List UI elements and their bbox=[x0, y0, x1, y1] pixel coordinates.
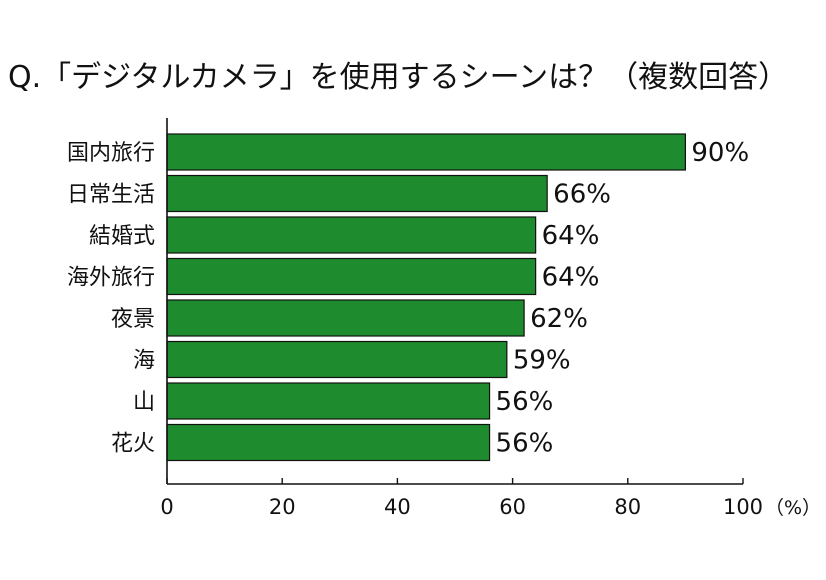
data-label: 62% bbox=[530, 304, 588, 334]
category-label: 海外旅行 bbox=[67, 266, 155, 291]
x-tick-label: 40 bbox=[384, 495, 411, 519]
x-tick-label: 100 bbox=[723, 495, 763, 519]
bar bbox=[166, 340, 508, 379]
labels-layer: 国内旅行 90% 日常生活 66% 結婚式 64% 海外旅行 64% 夜景 62% 海 59% 山 56%… bbox=[67, 138, 821, 519]
bar bbox=[166, 423, 491, 462]
data-label: 64% bbox=[542, 221, 600, 251]
x-tick-label: 80 bbox=[614, 495, 641, 519]
data-label: 64% bbox=[542, 263, 600, 293]
x-tick-label: 0 bbox=[160, 495, 173, 519]
bar bbox=[166, 174, 548, 213]
category-label: 国内旅行 bbox=[67, 141, 155, 166]
x-tick-label: 60 bbox=[499, 495, 526, 519]
bar bbox=[166, 133, 687, 171]
bars-layer bbox=[166, 133, 687, 462]
x-unit-label: （%） bbox=[765, 497, 821, 519]
category-label: 海 bbox=[133, 349, 155, 374]
data-label: 56% bbox=[496, 429, 554, 459]
bar bbox=[166, 382, 491, 420]
axis-layer bbox=[166, 118, 744, 485]
x-tick-label: 20 bbox=[269, 495, 296, 519]
category-label: 日常生活 bbox=[67, 183, 155, 208]
bar bbox=[166, 299, 525, 337]
chart-title: Q.「デジタルカメラ」を使用するシーンは？（複数回答） bbox=[8, 60, 789, 95]
category-label: 花火 bbox=[111, 432, 155, 457]
bar bbox=[166, 216, 537, 254]
data-label: 56% bbox=[496, 387, 554, 417]
category-label: 結婚式 bbox=[89, 224, 155, 249]
data-label: 59% bbox=[513, 346, 571, 376]
data-label: 66% bbox=[553, 180, 611, 210]
category-label: 山 bbox=[133, 390, 155, 415]
category-label: 夜景 bbox=[111, 307, 155, 332]
data-label: 90% bbox=[691, 138, 749, 168]
bar bbox=[166, 257, 537, 296]
